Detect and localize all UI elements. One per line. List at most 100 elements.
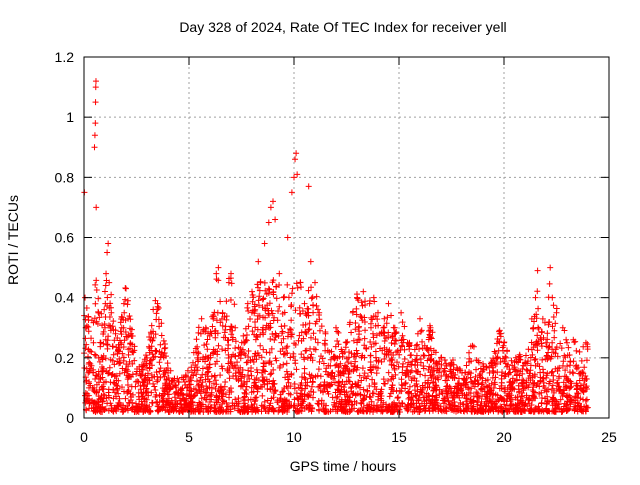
data-point: [120, 344, 127, 351]
data-point: [573, 380, 580, 387]
data-point: [389, 332, 396, 339]
data-point: [90, 386, 97, 393]
data-point: [379, 403, 386, 410]
data-point-peak: [90, 339, 97, 346]
data-point: [552, 408, 559, 415]
data-point: [141, 396, 148, 403]
data-point: [245, 308, 252, 315]
data-point-peak: [312, 279, 318, 286]
data-point-peak: [406, 339, 413, 346]
data-point: [270, 381, 277, 388]
data-point: [393, 337, 400, 344]
data-point: [155, 305, 162, 312]
data-point: [488, 403, 495, 410]
data-point: [317, 373, 324, 380]
data-point: [451, 403, 458, 410]
data-point: [162, 344, 169, 351]
data-point: [108, 371, 115, 378]
data-point: [544, 397, 551, 404]
data-point-peak: [417, 315, 423, 322]
data-point: [529, 374, 536, 381]
data-point: [353, 366, 360, 373]
data-point: [401, 346, 408, 353]
data-point: [502, 372, 509, 379]
data-point: [247, 406, 254, 413]
data-point: [199, 379, 206, 386]
data-point: [454, 385, 461, 392]
data-point: [434, 365, 441, 372]
data-point: [463, 406, 470, 413]
data-point-peak: [322, 330, 329, 337]
data-point: [577, 395, 584, 402]
data-point: [353, 311, 360, 318]
data-point: [306, 320, 313, 327]
data-point: [197, 390, 204, 397]
data-point: [534, 347, 541, 354]
data-point: [373, 332, 380, 339]
data-point: [271, 336, 278, 343]
data-point: [398, 376, 405, 383]
data-point: [284, 343, 291, 350]
data-point: [314, 339, 321, 346]
data-point: [550, 349, 557, 356]
data-point: [193, 378, 200, 385]
data-point: [342, 401, 349, 408]
data-point: [508, 383, 515, 390]
data-point: [507, 402, 514, 409]
data-point: [525, 375, 532, 382]
data-point: [502, 360, 509, 367]
data-point: [315, 366, 322, 373]
data-point: [484, 384, 491, 391]
data-point: [188, 364, 195, 371]
data-point: [303, 330, 310, 337]
data-point: [529, 392, 536, 399]
data-point-peak: [106, 279, 113, 286]
data-point-peak: [480, 360, 486, 367]
data-point: [360, 386, 367, 393]
y-tick-label: 0: [66, 410, 74, 426]
data-point: [147, 357, 154, 364]
data-point: [267, 400, 274, 407]
data-point: [281, 396, 288, 403]
data-point: [124, 402, 131, 409]
data-point: [290, 353, 297, 360]
data-point: [198, 395, 205, 402]
data-point: [329, 406, 336, 413]
data-point: [361, 370, 368, 377]
data-point: [554, 353, 561, 360]
data-point: [105, 370, 112, 377]
data-point: [178, 408, 185, 415]
data-point-peak: [232, 324, 239, 331]
data-point: [545, 386, 552, 393]
data-point: [471, 383, 478, 390]
data-point: [301, 391, 308, 398]
data-point: [212, 407, 219, 414]
data-point: [91, 399, 98, 406]
data-point: [381, 330, 388, 337]
data-point: [239, 371, 246, 378]
data-point: [203, 389, 210, 396]
data-point: [306, 371, 313, 378]
data-point: [563, 402, 570, 409]
data-point: [563, 373, 570, 380]
data-point: [109, 371, 116, 378]
data-point: [242, 338, 249, 345]
data-point: [95, 295, 102, 302]
data-point-peak: [291, 174, 297, 181]
data-point: [398, 388, 405, 395]
data-point: [117, 328, 124, 335]
data-point: [511, 364, 518, 371]
data-point: [222, 391, 229, 398]
data-point: [351, 362, 358, 369]
data-point: [287, 391, 294, 398]
data-point: [164, 389, 171, 396]
data-point: [490, 364, 497, 371]
data-point-peak: [249, 288, 255, 295]
data-point: [367, 358, 374, 365]
data-point: [349, 401, 356, 408]
data-point: [399, 382, 406, 389]
data-point: [127, 390, 134, 397]
data-point: [288, 317, 295, 324]
data-point: [339, 368, 346, 375]
data-point: [127, 325, 134, 332]
